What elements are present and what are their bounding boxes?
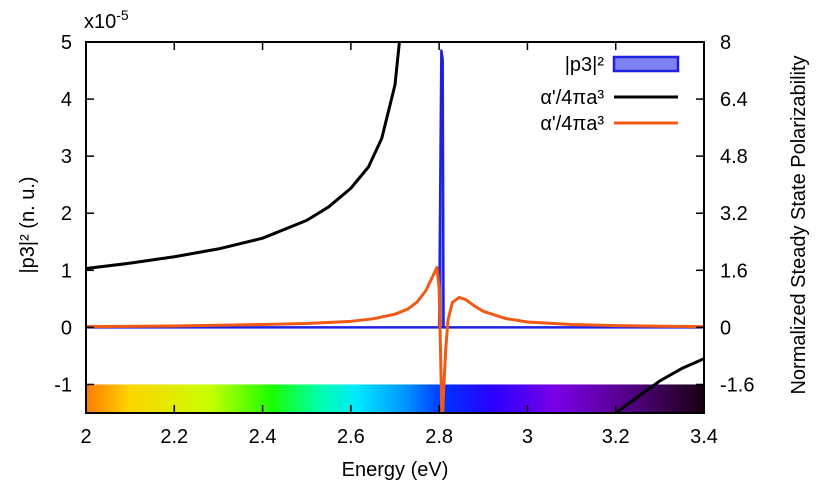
legend-label-alpha-black: α'/4πa³ [540,87,604,109]
series-alpha-black [86,42,704,413]
series-p3-squared [86,49,704,329]
x-tick-label: 2.8 [425,426,453,448]
y-right-tick-label: -1.6 [720,374,754,396]
x-tick-label: 3 [522,426,533,448]
y-right-tick-label: 1.6 [720,260,748,282]
x-tick-label: 2.2 [160,426,188,448]
x-tick-label: 2 [80,426,91,448]
y-right-tick-label: 4.8 [720,146,748,168]
series-alpha-orange [86,265,704,413]
y-left-tick-label: 4 [61,89,72,111]
x-tick-label: 3.2 [602,426,630,448]
legend-label-p3: |p3|² [565,54,605,76]
x-tick-label: 3.4 [690,426,718,448]
y-left-tick-label: 1 [61,260,72,282]
y-left-tick-label: 3 [61,146,72,168]
legend: |p3|² α'/4πa³ α'/4πa³ [540,54,680,135]
y-axis-label-right: Normalized Steady State Polarizability [788,55,810,394]
legend-swatch-p3 [612,55,680,73]
spectrum-colorbar [86,384,704,413]
y-left-tick-label: 2 [61,203,72,225]
x-axis-label: Energy (eV) [342,459,449,481]
x-tick-label: 2.4 [249,426,277,448]
y-right-tick-label: 3.2 [720,203,748,225]
x-tick-label: 2.6 [337,426,365,448]
legend-label-alpha-orange: α'/4πa³ [540,113,604,135]
y-left-tick-label: -1 [54,374,72,396]
y-left-tick-label: 0 [61,317,72,339]
exponent-label: x10-5 [84,7,129,33]
plot-frame [85,41,705,414]
y-left-tick-label: 5 [61,32,72,54]
y-axis-label-left: |p3|² (n. u.) [17,176,39,273]
y-right-tick-label: 8 [720,32,731,54]
y-right-tick-label: 0 [720,317,731,339]
y-right-tick-label: 6.4 [720,89,748,111]
